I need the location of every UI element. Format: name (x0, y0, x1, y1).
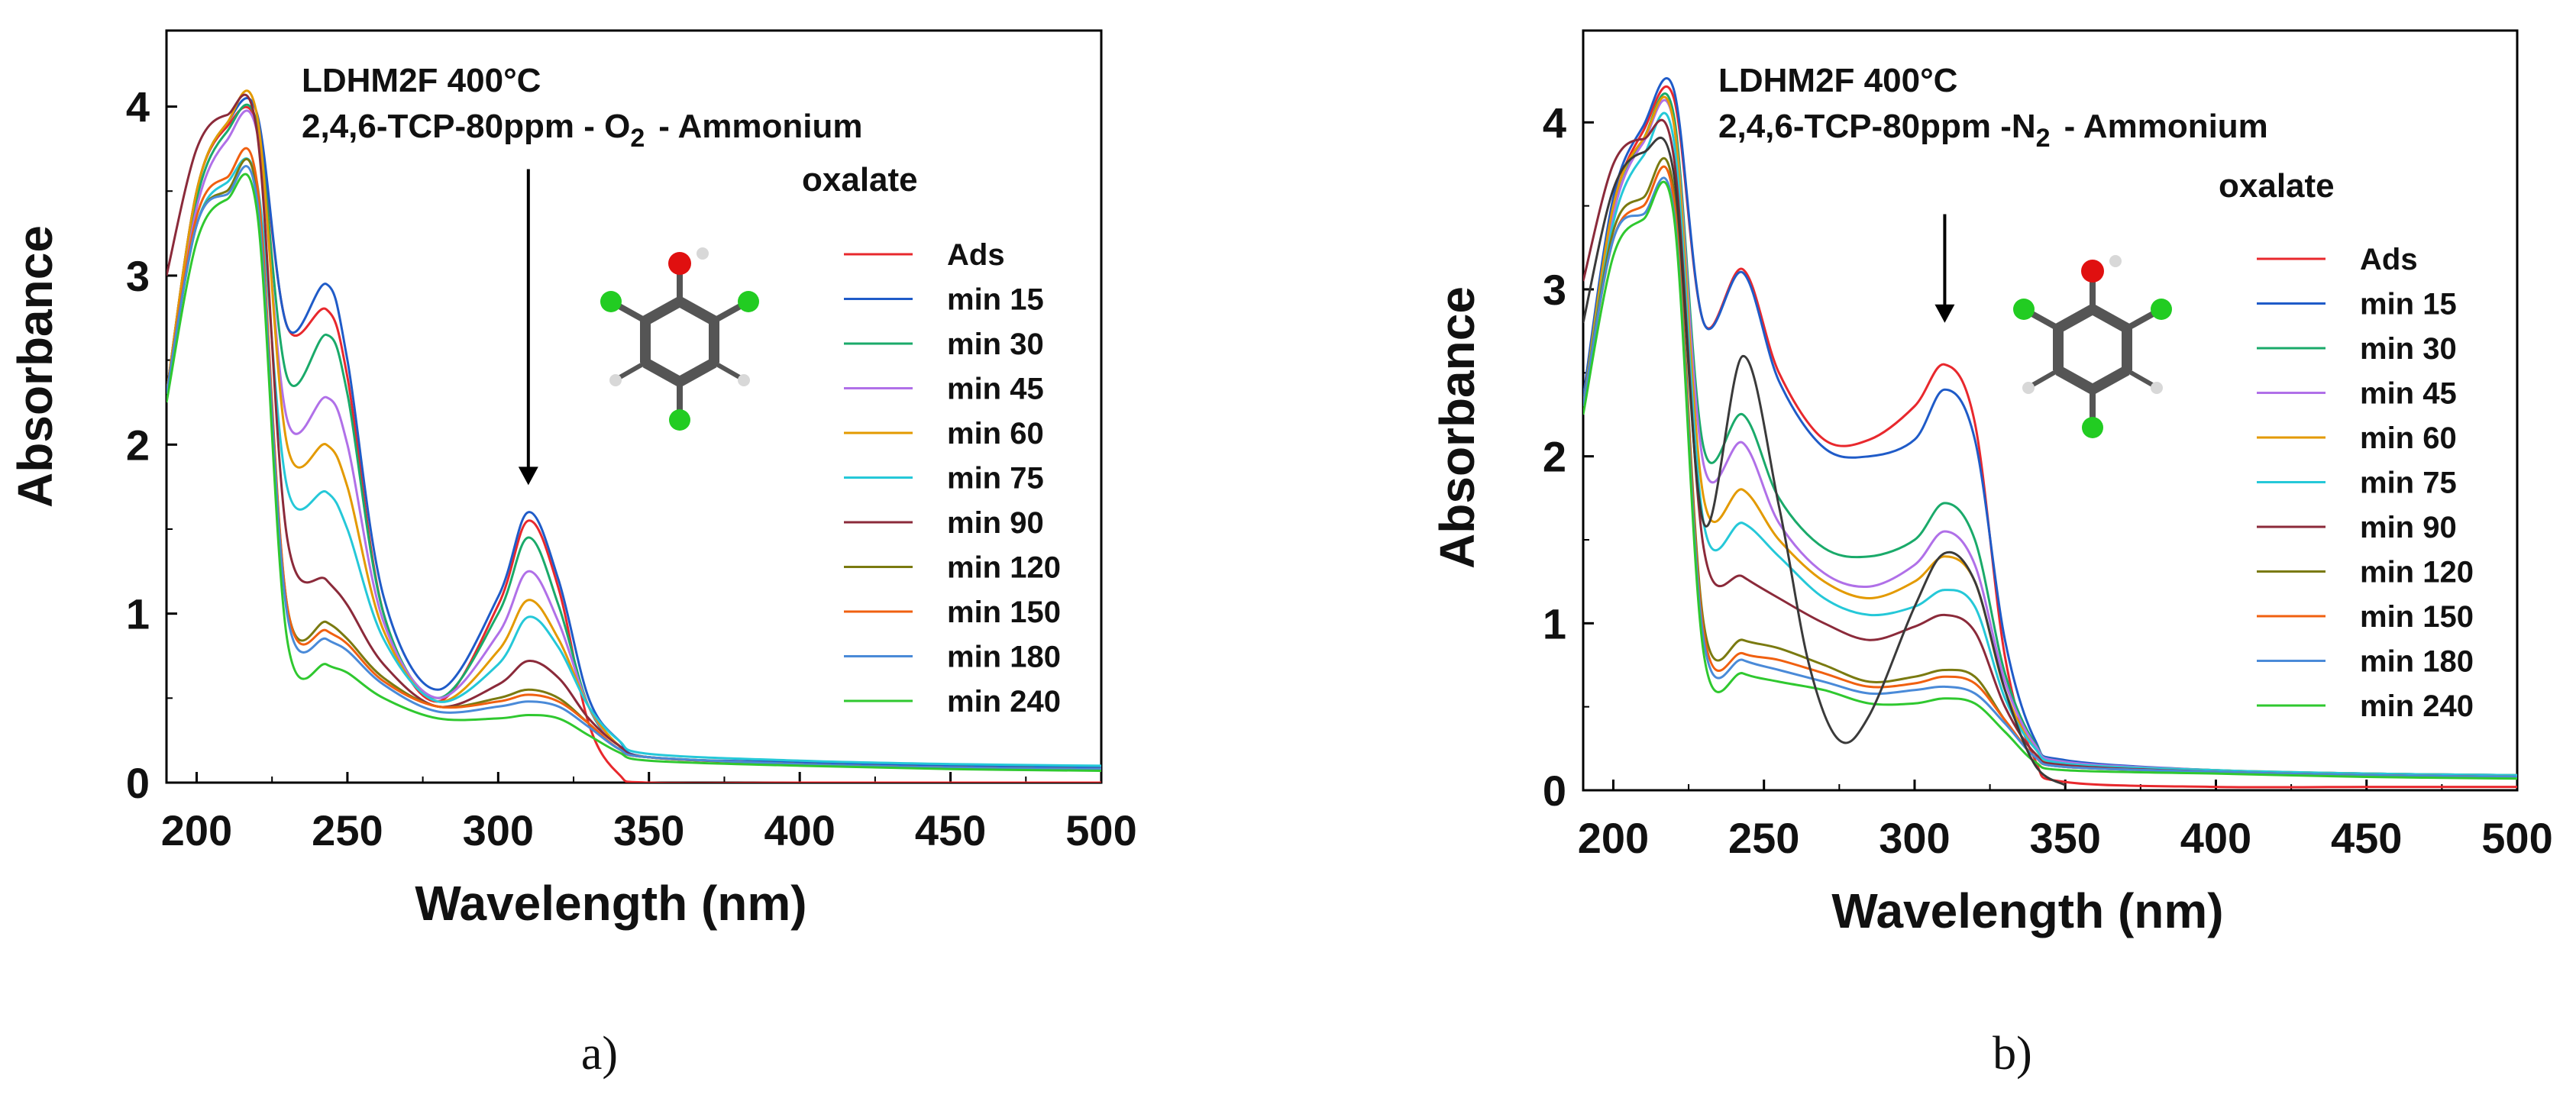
x-tick-label: 200 (161, 806, 232, 854)
chart-title-line1: LDHM2F 400°C (1718, 62, 1957, 99)
x-tick-label: 450 (915, 806, 986, 854)
series-lines (166, 89, 1101, 783)
legend-label: min 75 (2360, 467, 2457, 500)
title-line2-text: 2,4,6-TCP-80ppm -N (1718, 108, 2036, 145)
title-subscript: 2 (2036, 124, 2051, 153)
decrease-arrow (1934, 214, 1955, 323)
legend-label: min 120 (2360, 556, 2474, 589)
legend-label: min 150 (947, 596, 1061, 629)
decrease-arrow (518, 169, 538, 486)
arrow-head (518, 467, 538, 486)
title-line2-text: 2,4,6-TCP-80ppm - O (302, 108, 630, 145)
panel-b: 0 1 2 3 4 200 250 300 350 400 450 500 LDHM2F 400°C… (1430, 29, 2553, 1080)
x-axis: 200 250 300 350 400 450 500 (1578, 780, 2553, 862)
x-axis: 200 250 300 350 400 450 500 (161, 772, 1137, 854)
chart-title-line2: 2,4,6-TCP-80ppm - O2 - Ammonium (302, 108, 862, 153)
legend-label: min 15 (2360, 288, 2457, 321)
x-tick-label: 400 (764, 806, 835, 854)
series-line-ads (1583, 85, 2517, 789)
x-axis-label: Wavelength (nm) (1831, 883, 2223, 938)
legend-label: Ads (2360, 243, 2418, 276)
legend-label: min 15 (947, 283, 1044, 317)
series-line-min-240 (1583, 180, 2517, 780)
legend-label: min 180 (947, 641, 1061, 674)
x-tick-label: 350 (613, 806, 684, 854)
legend-label: min 30 (947, 328, 1044, 361)
x-tick-label: 450 (2331, 814, 2402, 862)
y-axis-label: Absorbance (8, 225, 63, 508)
y-tick-label: 2 (126, 421, 150, 469)
y-tick-label: 4 (1543, 98, 1566, 147)
y-tick-label: 1 (1543, 599, 1566, 647)
chart-title-line2: 2,4,6-TCP-80ppm -N2 - Ammonium (1718, 108, 2268, 153)
legend-label: min 180 (2360, 645, 2474, 679)
y-tick-label: 0 (126, 759, 150, 807)
legend-label: min 60 (947, 417, 1044, 450)
molecule-icon (2013, 255, 2172, 438)
panel-label: a) (581, 1028, 618, 1080)
x-tick-label: 300 (1879, 814, 1950, 862)
chart-title-line1: LDHM2F 400°C (302, 62, 541, 99)
series-line-min-240 (166, 173, 1101, 772)
panel-a: 0 1 2 3 4 200 250 300 350 400 450 500 LDHM2F 400°C… (8, 29, 1137, 1080)
legend-label: min 45 (947, 373, 1044, 406)
y-axis: 0 1 2 3 4 (1543, 98, 1594, 815)
x-tick-label: 200 (1578, 814, 1649, 862)
legend: Ads min 15 min 30 min 45 min 60 min 75 min 90 m… (844, 238, 1061, 718)
series-line-unlabeled (1583, 137, 2067, 786)
y-tick-label: 0 (1543, 767, 1566, 815)
molecule-icon (600, 247, 759, 431)
series-line-min-180 (166, 165, 1101, 770)
title-subscript: 2 (630, 124, 645, 153)
y-axis: 0 1 2 3 4 (126, 83, 177, 807)
x-tick-label: 250 (312, 806, 383, 854)
x-tick-label: 300 (463, 806, 534, 854)
y-tick-label: 3 (126, 252, 150, 300)
y-tick-label: 3 (1543, 266, 1566, 314)
legend-label: min 30 (2360, 332, 2457, 366)
legend-label: min 150 (2360, 600, 2474, 634)
y-axis-label: Absorbance (1430, 286, 1485, 569)
legend-label: min 120 (947, 551, 1061, 585)
x-tick-label: 500 (1065, 806, 1136, 854)
legend-label: min 45 (2360, 377, 2457, 411)
series-line-min-75 (1583, 111, 2517, 777)
legend-label: min 60 (2360, 421, 2457, 455)
legend-label: Ads (947, 238, 1005, 272)
legend-label: min 90 (947, 506, 1044, 540)
legend-label: min 90 (2360, 511, 2457, 544)
chart-title-line3: oxalate (2219, 167, 2335, 205)
legend: Ads min 15 min 30 min 45 min 60 min 75 min 90 m… (2257, 243, 2474, 723)
x-tick-label: 400 (2180, 814, 2251, 862)
panel-label: b) (1993, 1028, 2032, 1080)
title-line2-suffix: - Ammonium (658, 108, 862, 145)
x-tick-label: 350 (2030, 814, 2101, 862)
y-tick-label: 2 (1543, 433, 1566, 481)
y-tick-label: 4 (126, 83, 150, 131)
x-tick-label: 250 (1728, 814, 1799, 862)
x-axis-label: Wavelength (nm) (415, 876, 806, 931)
x-tick-label: 500 (2481, 814, 2552, 862)
y-tick-label: 1 (126, 590, 150, 638)
series-lines (1583, 77, 2517, 789)
series-line-min-180 (1583, 176, 2517, 778)
legend-label: min 75 (947, 462, 1044, 496)
arrow-head (1934, 304, 1955, 323)
title-line2-suffix: - Ammonium (2064, 108, 2268, 145)
legend-label: min 240 (947, 685, 1061, 718)
legend-label: min 240 (2360, 689, 2474, 723)
chart-title-line3: oxalate (802, 161, 918, 199)
